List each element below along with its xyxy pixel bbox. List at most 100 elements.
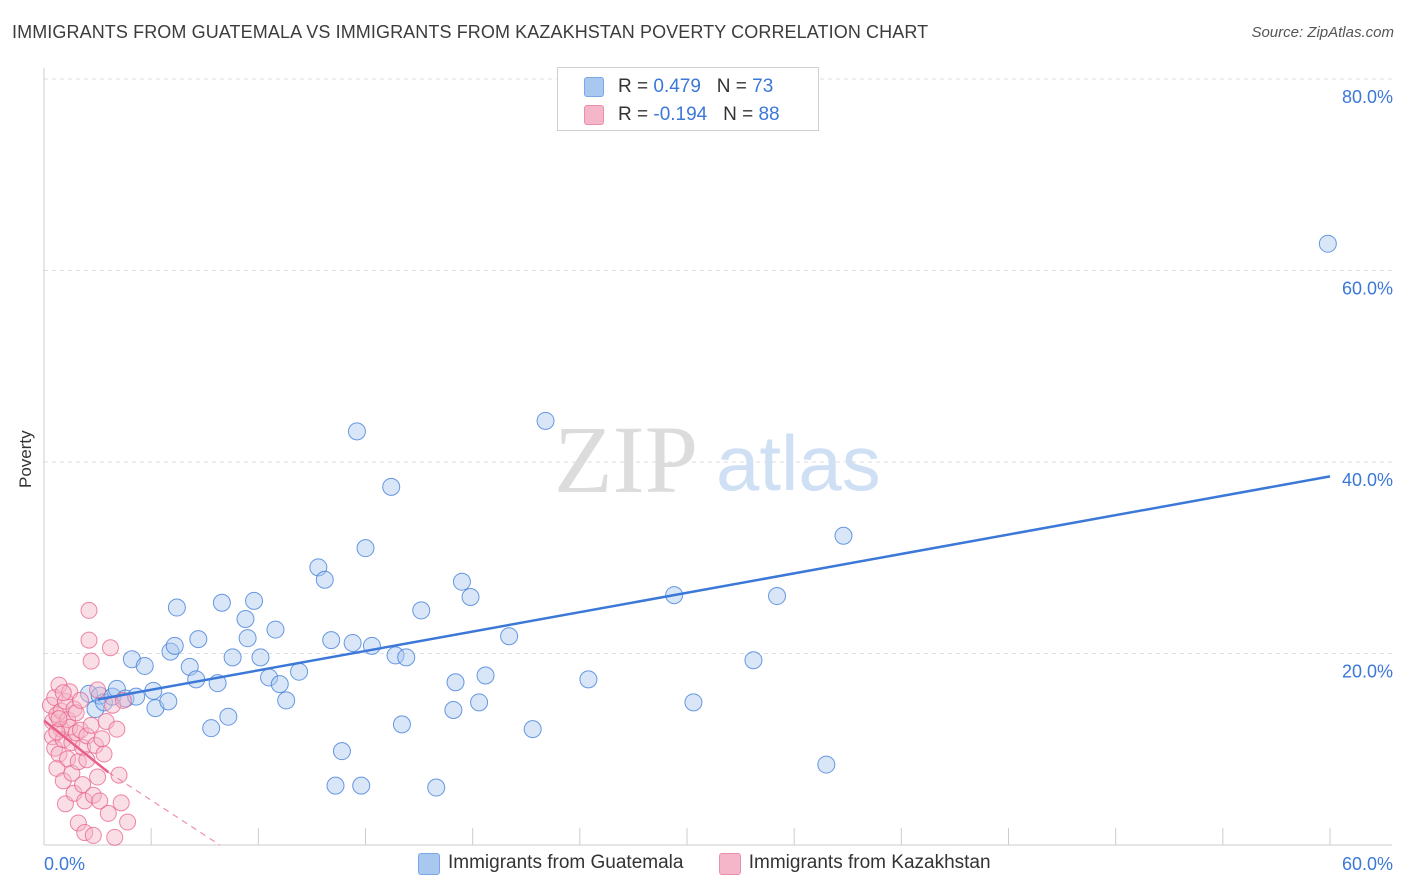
guatemala-point [290, 662, 309, 681]
kazakhstan-point [99, 804, 117, 822]
guatemala-point [461, 588, 480, 607]
legend-swatch-kazakhstan [584, 105, 604, 125]
bottom-legend-label-guatemala: Immigrants from Guatemala [448, 852, 684, 873]
guatemala-point [500, 627, 519, 646]
guatemala-point [452, 572, 471, 591]
kazakhstan-point [80, 601, 98, 619]
guatemala-point [579, 670, 598, 689]
kazakhstan-point [101, 639, 119, 657]
kazakhstan-point [76, 792, 94, 810]
kazakhstan-point [54, 684, 72, 702]
guatemala-point [470, 693, 489, 712]
guatemala-point [382, 477, 401, 496]
kazakhstan-point [95, 745, 113, 763]
guatemala-point [277, 691, 296, 710]
guatemala-point [356, 539, 375, 558]
kazakhstan-point [50, 676, 68, 694]
kazakhstan-point [80, 631, 98, 649]
bottom-legend-guatemala: Immigrants from Guatemala [418, 852, 684, 875]
chart-title: IMMIGRANTS FROM GUATEMALA VS IMMIGRANTS … [12, 22, 929, 42]
trend-lines [43, 475, 1331, 846]
bottom-legend-swatch-guatemala [418, 853, 440, 875]
guatemala-point [167, 598, 186, 617]
guatemala-point [352, 776, 371, 795]
guatemala-point [159, 692, 178, 711]
kazakhstan-point [74, 776, 92, 794]
kazakhstan-trend-line [43, 719, 110, 774]
legend-text-kazakhstan: R = -0.194 N = 88 [618, 104, 780, 125]
legend-swatch-guatemala [584, 77, 604, 97]
guatemala-point [223, 648, 242, 667]
guatemala-point [219, 707, 238, 726]
source-label: Source: ZipAtlas.com [1251, 24, 1394, 41]
guatemala-point [523, 720, 542, 739]
x-tick-label: 0.0% [44, 854, 85, 874]
kazakhstan-point [50, 710, 68, 728]
guatemala-point [834, 526, 853, 545]
guatemala-point [270, 675, 289, 694]
guatemala-point [236, 610, 255, 629]
guatemala-point [238, 629, 257, 648]
kazakhstan-point [89, 768, 107, 786]
guatemala-point [347, 422, 366, 441]
bottom-legend-swatch-kazakhstan [718, 853, 741, 875]
kazakhstan-point [84, 786, 102, 804]
kazakhstan-point [71, 691, 89, 709]
tick-labels: 20.0% 40.0% 60.0% 80.0% 0.0% 60.0% [44, 87, 1393, 874]
bottom-legend: Immigrants from Guatemala Immigrants fro… [418, 852, 1021, 875]
guatemala-point [684, 693, 703, 712]
kazakhstan-point [78, 751, 96, 769]
bottom-legend-label-kazakhstan: Immigrants from Kazakhstan [748, 852, 991, 873]
y-tick-label: 60.0% [1342, 279, 1393, 299]
watermark: ZIP atlas [554, 406, 881, 513]
guatemala-point [212, 593, 231, 612]
kazakhstan-point [119, 813, 137, 831]
guatemala-point [343, 633, 362, 652]
kazakhstan-point [91, 792, 109, 810]
axes [43, 68, 1392, 846]
guatemala-point [744, 651, 763, 670]
guatemala-point [536, 411, 555, 430]
guatemala-point [326, 776, 345, 795]
guatemala-point [135, 656, 154, 675]
guatemala-point [392, 715, 411, 734]
guatemala-trend-line [97, 475, 1331, 701]
watermark-zip: ZIP [554, 406, 698, 513]
guatemala-point [266, 620, 285, 639]
kazakhstan-point [84, 826, 102, 844]
legend-text-guatemala: R = 0.479 N = 73 [618, 76, 774, 97]
y-tick-label: 80.0% [1342, 87, 1393, 107]
legend-row-guatemala: R = 0.479 N = 73 [558, 72, 818, 102]
guatemala-point [446, 673, 465, 692]
guatemala-point [245, 591, 264, 610]
guatemala-point [322, 631, 341, 650]
guatemala-point [202, 719, 221, 738]
kazakhstan-point [71, 721, 89, 739]
guatemala-point [768, 587, 787, 606]
kazakhstan-point [106, 828, 124, 846]
guatemala-point [476, 666, 495, 685]
kazakhstan-point [82, 652, 100, 670]
kazakhstan-point [69, 814, 87, 832]
legend-box: R = 0.479 N = 73 R = -0.194 N = 88 [557, 67, 819, 131]
guatemala-point [444, 700, 463, 719]
guatemala-point [817, 755, 836, 774]
guatemala-point [165, 636, 184, 655]
guatemala-point [189, 630, 208, 649]
guatemala-point [397, 648, 416, 667]
kazakhstan-point [93, 730, 111, 748]
x-tick-label: 60.0% [1342, 854, 1393, 874]
data-points [41, 234, 1337, 846]
guatemala-point [427, 778, 446, 797]
bottom-legend-kazakhstan: Immigrants from Kazakhstan [718, 852, 991, 875]
kazakhstan-trend-extension [107, 771, 221, 846]
kazakhstan-point [108, 720, 126, 738]
watermark-atlas: atlas [716, 419, 881, 507]
y-tick-label: 40.0% [1342, 470, 1393, 490]
legend-row-kazakhstan: R = -0.194 N = 88 [558, 100, 818, 130]
kazakhstan-point [112, 794, 130, 812]
guatemala-point [1318, 234, 1337, 253]
kazakhstan-point [86, 736, 104, 754]
kazakhstan-point [89, 681, 107, 699]
